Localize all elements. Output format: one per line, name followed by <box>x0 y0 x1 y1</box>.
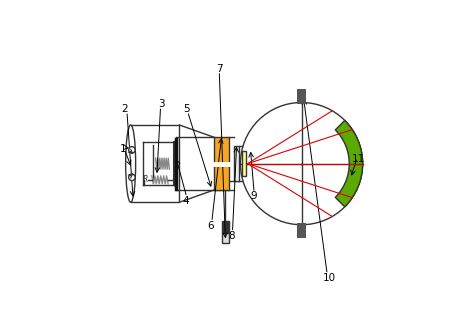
Text: 3: 3 <box>158 99 165 109</box>
Bar <box>234 146 239 181</box>
Text: 6: 6 <box>207 221 214 231</box>
Bar <box>214 137 229 190</box>
Text: 7: 7 <box>216 64 222 74</box>
Text: 10: 10 <box>322 273 336 284</box>
Text: 1: 1 <box>119 144 126 154</box>
Bar <box>242 151 246 176</box>
Bar <box>297 89 306 104</box>
Text: 2: 2 <box>121 104 128 114</box>
Text: 5: 5 <box>183 104 190 114</box>
Bar <box>297 224 306 238</box>
Text: 9: 9 <box>250 191 257 201</box>
Circle shape <box>128 174 135 180</box>
Circle shape <box>240 102 363 225</box>
Bar <box>222 221 228 233</box>
Bar <box>131 125 179 202</box>
Text: 4: 4 <box>182 196 189 206</box>
Text: 11: 11 <box>352 154 365 164</box>
Text: 8: 8 <box>228 231 235 241</box>
Circle shape <box>128 147 135 153</box>
Text: R: R <box>143 175 148 184</box>
Bar <box>222 233 228 243</box>
Wedge shape <box>335 121 363 207</box>
Ellipse shape <box>126 125 136 202</box>
